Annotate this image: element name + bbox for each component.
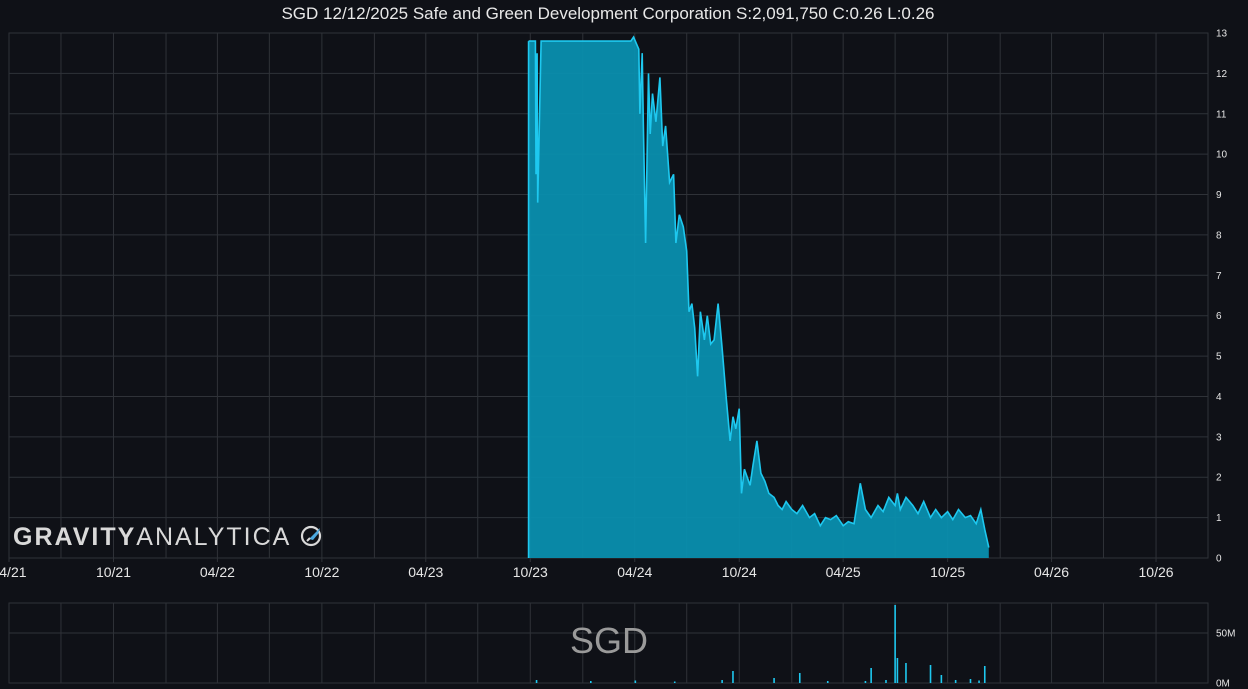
volume-gridlines bbox=[8, 602, 1209, 684]
price-x-tick-label: 10/21 bbox=[96, 564, 131, 580]
price-y-tick-label: 10 bbox=[1216, 150, 1228, 161]
price-x-tick-label: 10/24 bbox=[722, 564, 757, 580]
price-y-tick-label: 0 bbox=[1216, 554, 1222, 565]
volume-bar bbox=[896, 658, 899, 683]
logo-word-analytica: ANALYTICA bbox=[136, 523, 290, 551]
volume-bar bbox=[940, 675, 943, 683]
price-y-tick-label: 5 bbox=[1216, 352, 1222, 363]
volume-bars bbox=[535, 605, 986, 683]
ticker-watermark: SGD bbox=[570, 620, 649, 661]
volume-bar bbox=[983, 666, 986, 683]
volume-bar bbox=[864, 681, 867, 683]
price-y-tick-label: 2 bbox=[1216, 473, 1222, 484]
volume-bar bbox=[929, 665, 932, 683]
volume-bar bbox=[969, 679, 972, 683]
price-x-tick-label: 04/24 bbox=[617, 564, 652, 580]
rocket-icon bbox=[300, 525, 322, 547]
price-x-tick-label: 04/26 bbox=[1034, 564, 1069, 580]
price-y-tick-label: 1 bbox=[1216, 513, 1222, 524]
price-series bbox=[527, 35, 990, 558]
volume-bar bbox=[773, 678, 775, 683]
price-y-tick-label: 4 bbox=[1216, 392, 1222, 403]
volume-bar bbox=[732, 671, 734, 683]
volume-bar bbox=[634, 680, 637, 683]
price-y-tick-label: 6 bbox=[1216, 311, 1222, 322]
price-line bbox=[528, 35, 990, 548]
price-y-tick-label: 13 bbox=[1216, 29, 1228, 40]
volume-bar bbox=[905, 663, 907, 683]
volume-bar bbox=[826, 681, 829, 683]
volume-bar bbox=[978, 680, 980, 683]
price-y-tick-label: 3 bbox=[1216, 432, 1222, 443]
volume-bar bbox=[590, 681, 592, 683]
logo-word-gravity: GRAVITY bbox=[13, 523, 137, 551]
volume-bar bbox=[894, 605, 896, 683]
price-x-tick-label: 10/22 bbox=[304, 564, 339, 580]
volume-y-tick-labels: 50M 0M bbox=[1216, 629, 1235, 689]
chart-title: SGD 12/12/2025 Safe and Green Developmen… bbox=[281, 4, 935, 23]
gravity-analytica-logo: GRAVITYANALYTICA bbox=[13, 522, 325, 552]
price-x-tick-label: 10/25 bbox=[930, 564, 965, 580]
volume-y-tick-label: 50M bbox=[1216, 629, 1235, 640]
volume-bar bbox=[673, 681, 676, 683]
volume-bar bbox=[885, 680, 887, 683]
price-y-tick-label: 11 bbox=[1216, 109, 1227, 120]
price-x-tick-label: 04/23 bbox=[408, 564, 443, 580]
price-x-tick-label: 04/21 bbox=[0, 564, 27, 580]
volume-bar bbox=[721, 680, 723, 683]
price-x-tick-labels: 04/21 10/21 04/22 10/22 04/23 10/23 04/24 10/24… bbox=[0, 558, 1174, 580]
price-y-tick-label: 12 bbox=[1216, 69, 1228, 80]
price-x-tick-label: 04/22 bbox=[200, 564, 235, 580]
volume-bar bbox=[954, 680, 957, 683]
price-x-tick-label: 10/23 bbox=[513, 564, 548, 580]
price-x-tick-label: 10/26 bbox=[1139, 564, 1174, 580]
volume-bar bbox=[535, 680, 538, 683]
price-area-fill bbox=[528, 37, 989, 558]
price-y-tick-label: 7 bbox=[1216, 271, 1222, 282]
price-x-tick-label: 04/25 bbox=[826, 564, 861, 580]
volume-bar bbox=[870, 668, 872, 683]
price-y-tick-label: 9 bbox=[1216, 190, 1222, 201]
volume-y-tick-label: 0M bbox=[1216, 679, 1230, 689]
volume-bar bbox=[798, 673, 801, 683]
price-y-tick-label: 8 bbox=[1216, 230, 1222, 241]
